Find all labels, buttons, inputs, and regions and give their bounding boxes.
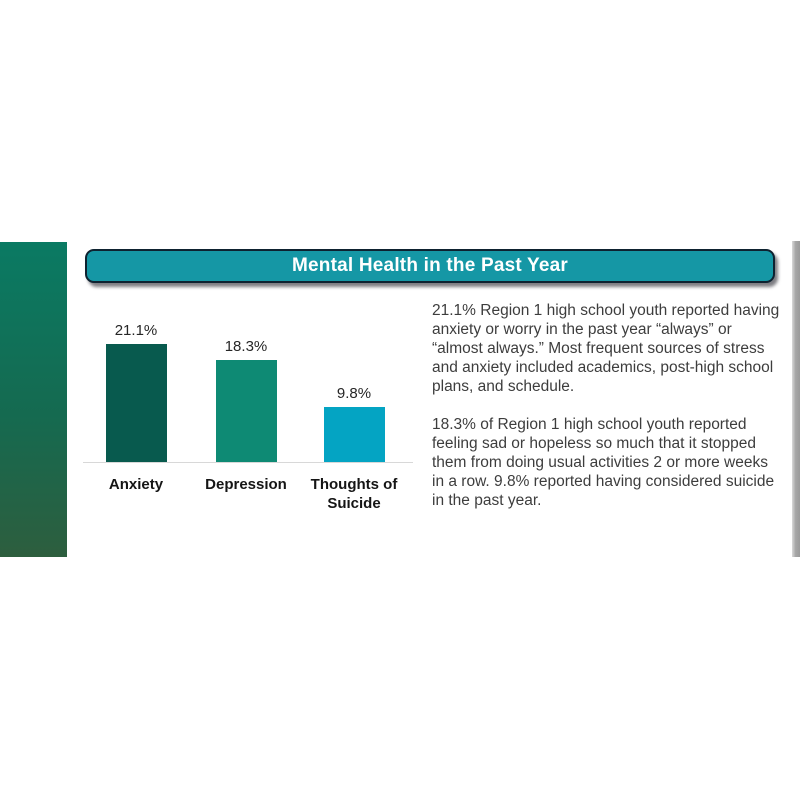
value-label-thoughts-of-suicide: 9.8% <box>336 385 372 403</box>
bar-column-anxiety: 21.1% <box>81 322 191 462</box>
category-label-thoughts-of-suicide: Thoughts of Suicide <box>310 476 398 512</box>
value-label-anxiety: 21.1% <box>114 321 158 339</box>
chart-plot-area: 21.1% 18.3% 9.8% <box>83 300 413 463</box>
scrollbar[interactable] <box>792 241 800 557</box>
bar-column-depression: 18.3% <box>191 338 301 462</box>
bar-chart: 21.1% 18.3% 9.8% Anxiety Depression Thou… <box>83 300 413 527</box>
page-title: Mental Health in the Past Year <box>292 255 568 276</box>
chart-category-axis: Anxiety Depression Thoughts of Suicide <box>83 463 413 527</box>
value-label-depression: 18.3% <box>224 337 268 355</box>
bar-column-thoughts-of-suicide: 9.8% <box>299 385 409 462</box>
category-label-depression: Depression <box>205 476 287 493</box>
bar-thoughts-of-suicide <box>323 407 385 462</box>
narrative-paragraph-depression-suicide: 18.3% of Region 1 high school youth repo… <box>432 416 775 509</box>
bar-depression <box>215 359 277 462</box>
bar-anxiety <box>105 343 167 462</box>
title-banner: Mental Health in the Past Year <box>85 249 775 283</box>
left-accent-strip <box>0 242 67 557</box>
narrative-text-block: 21.1% Region 1 high school youth reporte… <box>432 301 782 510</box>
narrative-paragraph-anxiety: 21.1% Region 1 high school youth reporte… <box>432 302 780 395</box>
category-label-anxiety: Anxiety <box>108 476 164 493</box>
